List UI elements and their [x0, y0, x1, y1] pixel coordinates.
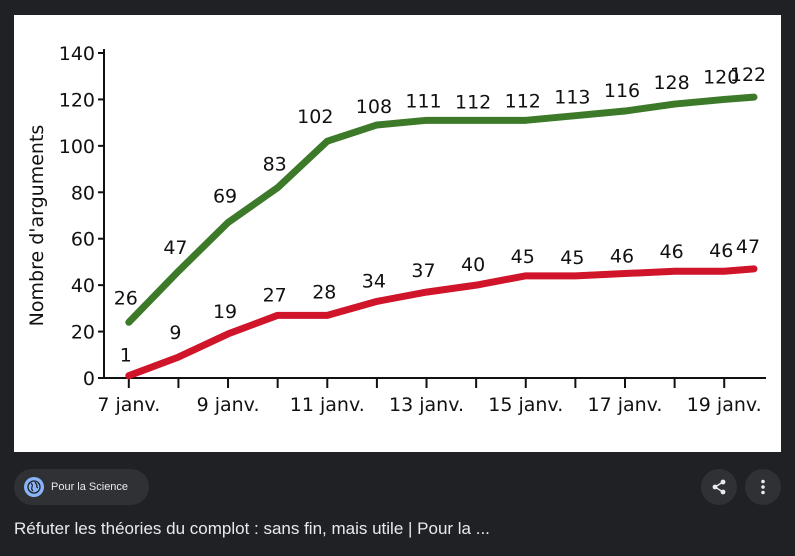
data-label: 46 [709, 240, 733, 262]
data-label: 102 [297, 106, 333, 128]
source-chip[interactable]: Pour la Science [14, 469, 149, 505]
y-tick-label: 80 [71, 182, 95, 204]
data-label: 9 [169, 322, 181, 344]
data-label: 45 [511, 246, 535, 268]
data-label: 83 [263, 154, 287, 176]
result-title-link[interactable]: Réfuter les théories du complot : sans f… [14, 519, 490, 538]
data-label: 128 [653, 72, 689, 94]
y-tick-label: 20 [71, 322, 95, 344]
data-label: 108 [356, 96, 392, 118]
chart-image[interactable]: 0 20 40 60 80 100 120 140 Nombre d'arguments 7 ja… [14, 15, 781, 452]
data-label: 47 [163, 237, 187, 259]
more-options-button[interactable] [745, 469, 781, 505]
x-tick-label: 9 janv. [197, 394, 260, 416]
data-label: 46 [610, 246, 634, 268]
y-axis-title: Nombre d'arguments [26, 125, 48, 327]
more-vert-icon [761, 479, 765, 495]
data-label: 45 [560, 247, 584, 269]
data-label: 40 [461, 254, 485, 276]
data-label: 113 [554, 87, 590, 109]
x-tick-label: 17 janv. [587, 394, 662, 416]
y-tick-label: 0 [83, 368, 95, 390]
share-icon [712, 479, 726, 495]
source-label: Pour la Science [51, 481, 129, 493]
data-label: 112 [455, 91, 491, 113]
y-tick-label: 100 [59, 136, 95, 158]
x-tick-label: 15 janv. [488, 394, 563, 416]
data-label: 120 [703, 66, 739, 88]
data-label: 111 [405, 90, 441, 112]
series-line [125, 93, 758, 326]
y-tick-label: 140 [59, 43, 95, 65]
data-label: 69 [213, 185, 237, 207]
data-label: 26 [114, 287, 138, 309]
x-tick-label: 11 janv. [290, 394, 365, 416]
data-label: 37 [411, 260, 435, 282]
data-label: 1 [120, 345, 132, 367]
data-label: 28 [312, 281, 336, 303]
y-tick-label: 120 [59, 89, 95, 111]
y-tick-label: 40 [71, 275, 95, 297]
x-tick-label: 19 janv. [687, 394, 762, 416]
y-tick-label: 60 [71, 229, 95, 251]
series-line [125, 265, 758, 380]
share-button[interactable] [701, 469, 737, 505]
x-tick-label: 13 janv. [389, 394, 464, 416]
globe-icon [24, 477, 44, 497]
data-label: 34 [362, 270, 386, 292]
data-label: 19 [213, 301, 237, 323]
data-label: 27 [263, 284, 287, 306]
data-label: 116 [604, 80, 640, 102]
data-label-end: 122 [730, 64, 766, 86]
data-label-end: 47 [736, 236, 760, 258]
x-tick-label: 7 janv. [97, 394, 160, 416]
data-label: 112 [505, 90, 541, 112]
data-label: 46 [660, 241, 684, 263]
